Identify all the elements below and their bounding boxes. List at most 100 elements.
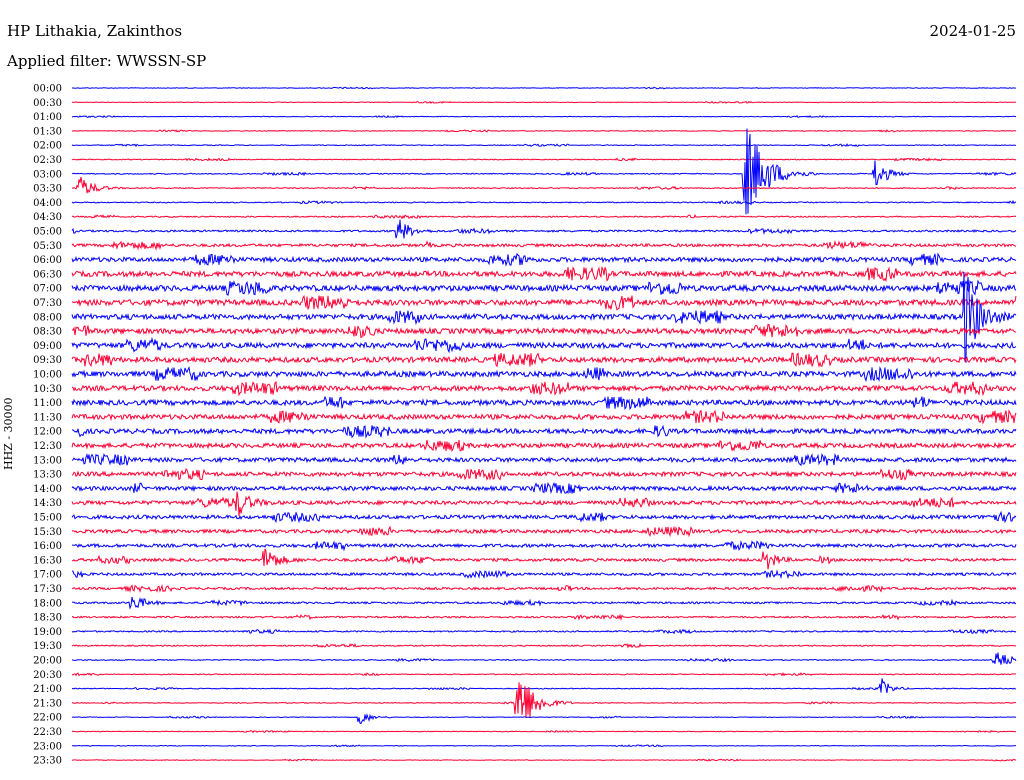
trace-row bbox=[72, 540, 1017, 552]
time-tick-label: 17:00 bbox=[33, 570, 62, 581]
trace-row bbox=[71, 729, 1017, 734]
time-tick-label: 04:30 bbox=[33, 212, 62, 223]
time-tick-label: 01:00 bbox=[33, 112, 62, 123]
trace-row bbox=[71, 395, 1017, 411]
trace-row bbox=[71, 584, 1017, 594]
time-tick-label: 19:30 bbox=[33, 641, 62, 652]
time-tick-label: 11:00 bbox=[33, 398, 62, 409]
trace-row bbox=[71, 652, 1017, 665]
trace-row bbox=[71, 265, 1017, 283]
filter-label: Applied filter: WWSSN-SP bbox=[7, 52, 207, 70]
trace-row bbox=[71, 424, 1017, 439]
time-tick-label: 05:30 bbox=[33, 241, 62, 252]
time-tick-label: 12:00 bbox=[33, 427, 62, 438]
trace-row bbox=[71, 336, 1017, 354]
time-tick-label: 14:30 bbox=[33, 498, 62, 509]
time-tick-label: 01:30 bbox=[33, 126, 62, 137]
time-tick-label: 07:30 bbox=[33, 298, 62, 309]
time-tick-label: 00:00 bbox=[33, 84, 62, 95]
time-tick-label: 06:30 bbox=[33, 269, 62, 280]
trace-row bbox=[71, 569, 1017, 580]
trace-row bbox=[71, 86, 1017, 90]
trace-row bbox=[71, 491, 1017, 517]
trace-row bbox=[71, 239, 1017, 251]
time-tick-label: 09:00 bbox=[33, 341, 62, 352]
trace-row bbox=[71, 613, 1017, 622]
trace-row bbox=[71, 671, 1017, 677]
trace-row bbox=[71, 642, 1017, 649]
trace-row bbox=[71, 758, 1016, 762]
time-tick-label: 08:00 bbox=[33, 312, 62, 323]
time-tick-label: 19:00 bbox=[33, 627, 62, 638]
time-tick-label: 21:30 bbox=[33, 698, 62, 709]
trace-row bbox=[71, 279, 1017, 296]
time-tick-labels: 00:00 00:30 01:00 01:30 02:00 02:30 03:00 03:30… bbox=[33, 84, 62, 767]
trace-row bbox=[71, 214, 1017, 220]
time-tick-label: 04:00 bbox=[33, 198, 62, 209]
trace-row bbox=[71, 219, 1017, 239]
trace-row bbox=[71, 510, 1017, 524]
trace-row bbox=[71, 525, 1017, 538]
time-tick-label: 07:00 bbox=[33, 284, 62, 295]
date-label: 2024-01-25 bbox=[929, 22, 1016, 40]
trace-row bbox=[71, 628, 1017, 635]
time-tick-label: 09:30 bbox=[33, 355, 62, 366]
trace-row bbox=[71, 100, 1016, 104]
trace-row bbox=[71, 294, 1017, 311]
trace-row bbox=[71, 682, 1017, 719]
trace-row bbox=[71, 409, 1017, 425]
trace-row bbox=[71, 452, 1017, 467]
trace-row bbox=[71, 744, 1017, 748]
time-tick-label: 17:30 bbox=[33, 584, 62, 595]
trace-row bbox=[71, 143, 1017, 148]
trace-row bbox=[71, 548, 1017, 570]
time-tick-label: 10:00 bbox=[33, 370, 62, 381]
trace-row bbox=[71, 439, 1017, 453]
time-tick-label: 12:30 bbox=[33, 441, 62, 452]
time-tick-label: 20:30 bbox=[33, 670, 62, 681]
time-tick-label: 22:30 bbox=[33, 727, 62, 738]
trace-row bbox=[71, 352, 1017, 368]
trace-row bbox=[71, 129, 1017, 133]
trace-row bbox=[71, 176, 1017, 194]
time-tick-label: 02:00 bbox=[33, 141, 62, 152]
time-tick-label: 15:30 bbox=[33, 527, 62, 538]
time-tick-label: 22:00 bbox=[33, 713, 62, 724]
time-tick-label: 13:00 bbox=[33, 455, 62, 466]
time-tick-label: 23:00 bbox=[33, 741, 62, 752]
time-tick-label: 10:30 bbox=[33, 384, 62, 395]
trace-row bbox=[71, 252, 1017, 267]
time-tick-label: 08:30 bbox=[33, 327, 62, 338]
trace-row bbox=[71, 157, 1017, 162]
trace-row bbox=[71, 468, 1017, 481]
trace-row bbox=[71, 323, 1017, 339]
station-title: HP Lithakia, Zakinthos bbox=[7, 22, 183, 40]
time-tick-label: 02:30 bbox=[33, 155, 62, 166]
time-tick-label: 00:30 bbox=[33, 98, 62, 109]
trace-row bbox=[71, 365, 1017, 383]
trace-row bbox=[71, 199, 1017, 205]
trace-row bbox=[71, 596, 1017, 610]
time-tick-label: 05:00 bbox=[33, 227, 62, 238]
trace-row bbox=[71, 114, 1017, 119]
time-tick-label: 23:30 bbox=[33, 756, 62, 767]
time-tick-label: 16:30 bbox=[33, 555, 62, 566]
time-tick-label: 03:30 bbox=[33, 184, 62, 195]
time-tick-label: 18:00 bbox=[33, 598, 62, 609]
time-tick-label: 14:00 bbox=[33, 484, 62, 495]
time-tick-label: 15:00 bbox=[33, 513, 62, 524]
time-tick-label: 06:00 bbox=[33, 255, 62, 266]
time-tick-label: 21:00 bbox=[33, 684, 62, 695]
trace-row bbox=[71, 128, 1017, 215]
trace-row bbox=[71, 713, 1017, 724]
trace-row bbox=[71, 272, 1017, 364]
trace-row bbox=[71, 481, 1017, 495]
traces bbox=[71, 86, 1017, 762]
time-tick-label: 20:00 bbox=[33, 656, 62, 667]
trace-row bbox=[71, 678, 1017, 694]
time-tick-label: 16:00 bbox=[33, 541, 62, 552]
time-tick-label: 11:30 bbox=[33, 412, 62, 423]
time-tick-label: 18:30 bbox=[33, 613, 62, 624]
trace-row bbox=[71, 381, 1017, 397]
